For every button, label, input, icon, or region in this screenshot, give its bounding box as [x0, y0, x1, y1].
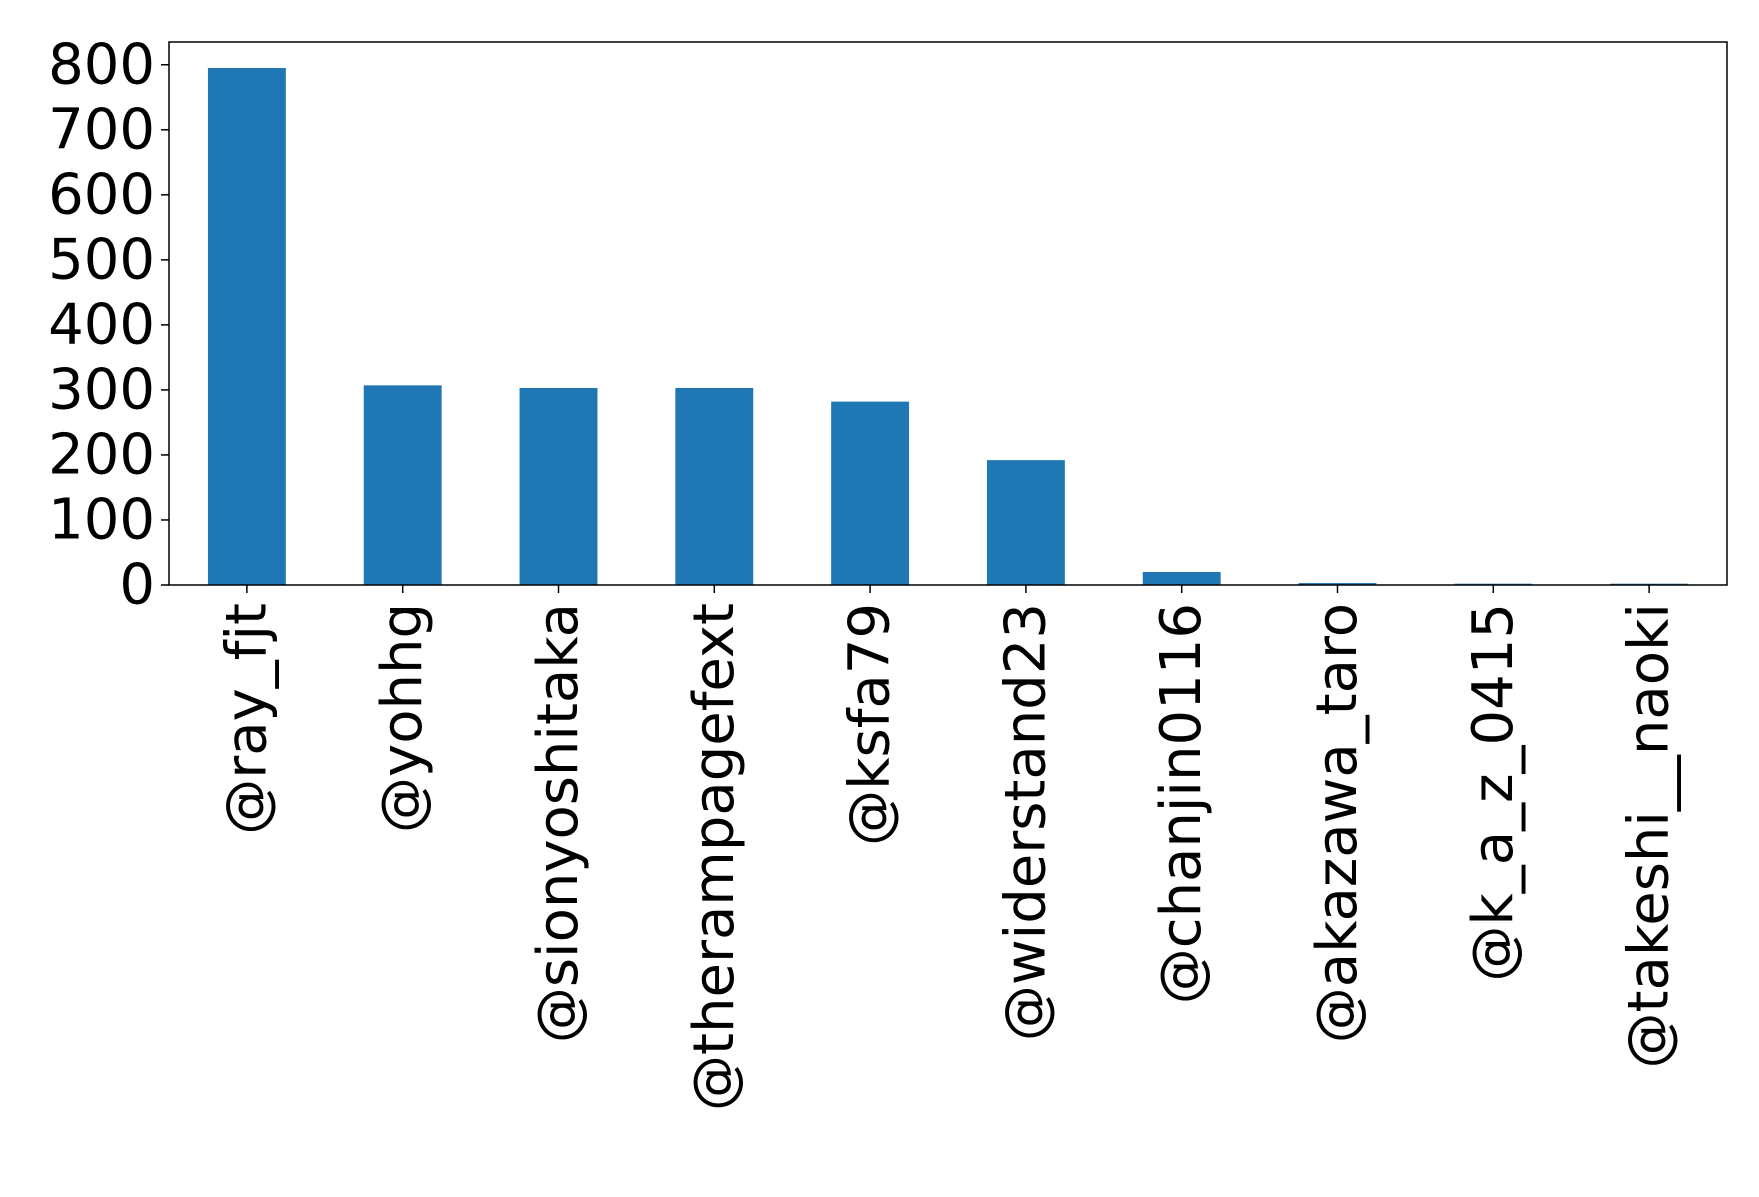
bar-7	[1142, 571, 1221, 585]
bar-4	[675, 387, 754, 585]
x-tick-label: @k_a_z_0415	[1461, 603, 1526, 982]
x-tick-label: @yohhg	[370, 603, 435, 833]
y-tick-label: 700	[48, 97, 155, 162]
y-tick-label: 600	[48, 162, 155, 227]
plot-frame	[168, 41, 1728, 586]
bar-6	[986, 460, 1065, 585]
x-tick-label: @ksfa79	[838, 603, 903, 846]
bar-1	[207, 68, 286, 586]
y-tick-label: 300	[48, 357, 155, 422]
y-tick-label: 100	[48, 487, 155, 552]
y-tick-label: 200	[48, 422, 155, 487]
x-axis: @ray_fjt @yohhg @sionyoshitaka @therampagef…	[214, 585, 1682, 1111]
x-tick-label: @akazawa_taro	[1305, 603, 1370, 1043]
y-tick-label: 400	[48, 292, 155, 357]
x-tick-label: @therampagefext	[682, 603, 747, 1111]
x-tick-label: @takeshi__naoki	[1617, 603, 1682, 1068]
bar-3	[519, 387, 598, 585]
x-tick-label: @widerstand23	[993, 603, 1058, 1041]
bar-2	[363, 385, 442, 585]
x-tick-label: @chanjin0116	[1149, 603, 1214, 1004]
bars-group	[207, 68, 1689, 586]
x-tick-label: @ray_fjt	[214, 603, 279, 835]
y-tick-label: 800	[48, 32, 155, 97]
bar-5	[831, 401, 910, 585]
y-tick-label: 500	[48, 227, 155, 292]
x-tick-label: @sionyoshitaka	[526, 603, 591, 1043]
y-tick-label: 0	[119, 553, 155, 618]
bar-8	[1298, 583, 1377, 585]
